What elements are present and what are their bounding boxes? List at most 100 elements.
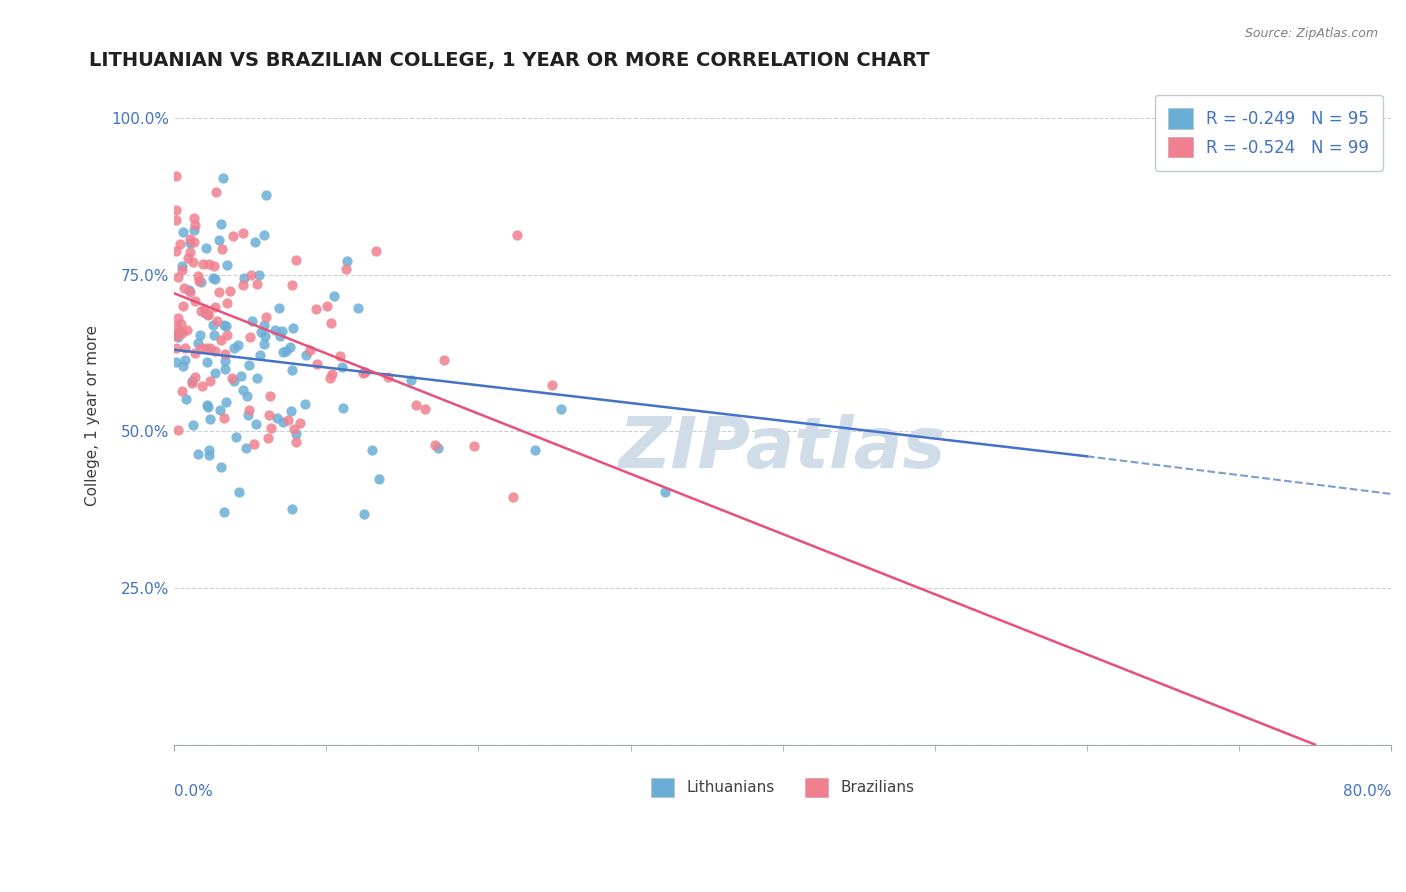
Point [184, 218, 207, 232]
Point [169, 325, 191, 339]
Point [377, 369, 399, 384]
Point [319, 371, 342, 385]
Point [423, 438, 446, 452]
Point [353, 508, 375, 522]
Point [198, 412, 221, 426]
Point [305, 357, 328, 371]
Point [165, 318, 187, 333]
Point [295, 348, 318, 362]
Point [336, 253, 359, 268]
Point [172, 225, 194, 239]
Point [169, 236, 191, 251]
Point [254, 310, 277, 324]
Point [294, 396, 316, 410]
Point [541, 378, 564, 392]
Point [232, 384, 254, 398]
Point [239, 330, 262, 344]
Point [280, 403, 302, 417]
Point [550, 402, 572, 417]
Point [181, 255, 204, 269]
Point [257, 431, 280, 445]
Point [329, 349, 352, 363]
Point [195, 341, 218, 355]
Point [361, 442, 384, 457]
Point [271, 415, 294, 429]
Point [165, 355, 187, 369]
Point [204, 327, 226, 342]
Point [502, 490, 524, 504]
Point [205, 186, 228, 200]
Point [215, 258, 238, 272]
Point [321, 368, 343, 382]
Point [225, 430, 247, 444]
Point [281, 363, 304, 377]
Point [165, 329, 187, 343]
Point [245, 277, 267, 292]
Text: Source: ZipAtlas.com: Source: ZipAtlas.com [1244, 27, 1378, 40]
Point [209, 333, 232, 347]
Point [209, 218, 232, 232]
Point [214, 347, 236, 361]
Point [433, 353, 456, 368]
Point [188, 328, 211, 343]
Point [187, 336, 209, 351]
Point [281, 277, 304, 292]
Point [254, 328, 277, 343]
Point [179, 245, 201, 260]
Point [165, 169, 187, 184]
Point [235, 441, 257, 455]
Point [190, 379, 212, 393]
Point [214, 361, 236, 376]
Point [222, 229, 245, 244]
Point [228, 484, 250, 499]
Point [212, 170, 235, 185]
Point [285, 252, 308, 267]
Point [463, 440, 485, 454]
Point [305, 301, 328, 316]
Point [190, 276, 212, 290]
Point [193, 302, 215, 317]
Point [285, 427, 308, 442]
Point [212, 318, 235, 333]
Point [232, 226, 254, 240]
Point [271, 345, 294, 359]
Point [201, 271, 224, 285]
Point [283, 422, 305, 436]
Point [170, 263, 193, 277]
Point [198, 374, 221, 388]
Point [179, 236, 201, 251]
Point [217, 296, 239, 310]
Point [264, 323, 287, 337]
Point [184, 370, 207, 384]
Text: 80.0%: 80.0% [1343, 784, 1391, 799]
Point [165, 213, 187, 227]
Point [236, 408, 259, 422]
Point [221, 371, 243, 385]
Point [190, 341, 212, 355]
Point [321, 317, 343, 331]
Point [184, 294, 207, 309]
Point [259, 389, 281, 403]
Point [283, 320, 305, 334]
Point [172, 298, 194, 312]
Point [405, 398, 427, 412]
Point [197, 401, 219, 415]
Point [523, 443, 546, 458]
Point [323, 289, 346, 303]
Point [426, 441, 449, 455]
Point [266, 411, 288, 425]
Point [201, 318, 224, 332]
Point [214, 354, 236, 368]
Point [353, 365, 375, 379]
Point [254, 188, 277, 202]
Point [269, 328, 291, 343]
Point [277, 413, 299, 427]
Point [224, 341, 246, 355]
Point [181, 376, 204, 391]
Point [204, 366, 226, 380]
Text: LITHUANIAN VS BRAZILIAN COLLEGE, 1 YEAR OR MORE CORRELATION CHART: LITHUANIAN VS BRAZILIAN COLLEGE, 1 YEAR … [89, 51, 929, 70]
Point [215, 318, 238, 333]
Point [250, 325, 273, 339]
Point [179, 283, 201, 297]
Point [179, 285, 201, 299]
